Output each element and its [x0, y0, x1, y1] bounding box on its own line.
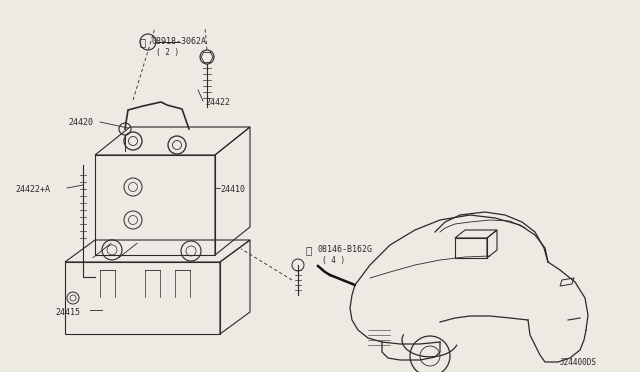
Text: 08146-B162G: 08146-B162G	[317, 245, 372, 254]
Text: ( 4 ): ( 4 )	[322, 256, 345, 265]
Text: 24422+A: 24422+A	[15, 185, 50, 194]
Text: ( 2 ): ( 2 )	[156, 48, 179, 57]
Text: 24410: 24410	[220, 185, 245, 194]
Text: 08918-3062A: 08918-3062A	[151, 37, 206, 46]
Text: 24415: 24415	[55, 308, 80, 317]
Text: J24400DS: J24400DS	[560, 358, 597, 367]
Text: 24420: 24420	[68, 118, 93, 127]
Text: Ⓝ: Ⓝ	[139, 37, 145, 47]
Text: Ⓑ: Ⓑ	[306, 245, 312, 255]
Text: 24422: 24422	[205, 98, 230, 107]
